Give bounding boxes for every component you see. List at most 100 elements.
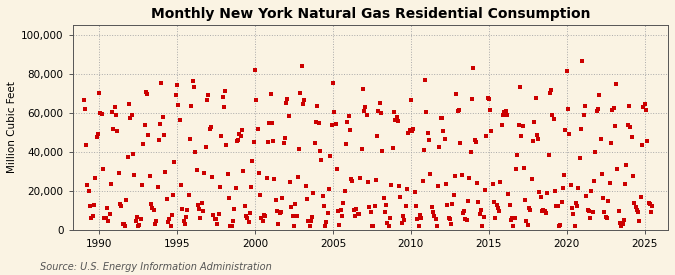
Point [460, 216, 471, 221]
Point [308, 190, 319, 195]
Point [381, 203, 392, 208]
Point [439, 137, 450, 141]
Point [238, 169, 248, 174]
Point [518, 166, 529, 170]
Point [188, 84, 199, 89]
Point [108, 127, 119, 132]
Point [513, 123, 524, 127]
Point [157, 115, 168, 119]
Point [196, 201, 207, 205]
Point [130, 218, 141, 223]
Point [139, 123, 150, 127]
Point [300, 184, 311, 189]
Point [549, 189, 560, 194]
Point [495, 180, 506, 184]
Point [198, 209, 209, 213]
Point [279, 136, 290, 141]
Point [223, 196, 234, 200]
Point [378, 196, 389, 200]
Point [558, 186, 568, 190]
Point [237, 128, 248, 133]
Point [404, 128, 415, 133]
Point [403, 130, 414, 135]
Point [412, 217, 423, 221]
Point [265, 92, 276, 96]
Point [304, 224, 315, 228]
Point [219, 104, 230, 109]
Point [321, 220, 332, 225]
Point [548, 117, 559, 122]
Point [451, 92, 462, 96]
Point [383, 224, 394, 228]
Point [511, 167, 522, 171]
Point [205, 124, 216, 129]
Point [309, 141, 320, 145]
Point [121, 197, 132, 202]
Point [118, 222, 129, 226]
Point [337, 214, 348, 219]
Point [604, 181, 615, 185]
Point [486, 129, 497, 134]
Point [212, 222, 223, 227]
Point [538, 208, 549, 213]
Point [425, 172, 436, 176]
Point [252, 126, 263, 131]
Point [572, 204, 583, 209]
Point [502, 112, 512, 117]
Point [578, 113, 589, 118]
Point [155, 121, 165, 126]
Point [191, 167, 202, 172]
Point [325, 154, 335, 158]
Point [444, 216, 455, 221]
Point [140, 89, 151, 94]
Point [184, 192, 194, 197]
Point [329, 110, 340, 114]
Point [124, 101, 134, 106]
Point [286, 205, 297, 210]
Point [135, 217, 146, 221]
Point [614, 209, 624, 213]
Point [645, 202, 655, 206]
Point [601, 216, 612, 220]
Point [585, 216, 595, 221]
Point [396, 220, 407, 225]
Text: Source: U.S. Energy Information Administration: Source: U.S. Energy Information Administ… [40, 262, 272, 272]
Point [295, 90, 306, 95]
Point [424, 138, 435, 143]
Point [220, 89, 231, 93]
Point [446, 222, 456, 226]
Point [267, 121, 277, 125]
Point [554, 224, 564, 228]
Point [104, 212, 115, 216]
Point [399, 218, 410, 222]
Point [506, 218, 516, 222]
Point [545, 90, 556, 95]
Point [414, 213, 425, 217]
Point [454, 108, 464, 112]
Point [524, 205, 535, 210]
Point [310, 120, 321, 124]
Point [257, 219, 268, 223]
Point [421, 109, 432, 114]
Point [330, 122, 341, 127]
Point [199, 171, 210, 175]
Point [413, 224, 424, 228]
Point [461, 218, 472, 222]
Point [128, 151, 138, 156]
Point [537, 209, 547, 213]
Point [170, 93, 181, 97]
Point [520, 198, 531, 202]
Point [375, 111, 386, 115]
Point [564, 131, 574, 136]
Point [360, 104, 371, 109]
Point [475, 212, 485, 216]
Point [459, 209, 470, 213]
Point [458, 211, 468, 215]
Y-axis label: Million Cubic Feet: Million Cubic Feet [7, 81, 17, 173]
Point [358, 109, 369, 113]
Point [591, 108, 602, 113]
Point [174, 117, 185, 122]
Point [599, 209, 610, 214]
Point [611, 82, 622, 86]
Point [610, 124, 620, 128]
